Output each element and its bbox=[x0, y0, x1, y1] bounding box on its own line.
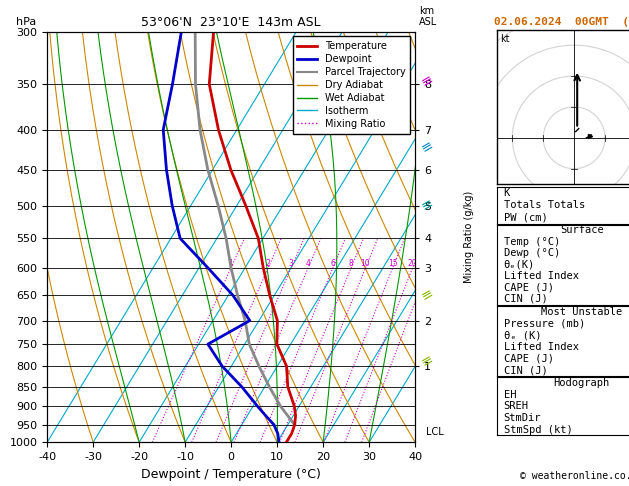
Text: 20: 20 bbox=[408, 259, 417, 268]
Text: 2: 2 bbox=[265, 259, 270, 268]
Text: Lifted Index: Lifted Index bbox=[504, 342, 579, 352]
Text: Dewp (°C): Dewp (°C) bbox=[504, 248, 560, 258]
Text: 15: 15 bbox=[388, 259, 398, 268]
Text: 6: 6 bbox=[330, 259, 335, 268]
Text: CAPE (J): CAPE (J) bbox=[504, 353, 554, 364]
Text: Surface: Surface bbox=[560, 225, 604, 235]
Text: 10: 10 bbox=[360, 259, 370, 268]
Text: ≡: ≡ bbox=[418, 195, 435, 213]
Text: θₑ(K): θₑ(K) bbox=[504, 260, 535, 270]
Text: EH: EH bbox=[504, 390, 516, 399]
Text: kt: kt bbox=[500, 35, 510, 44]
Text: Lifted Index: Lifted Index bbox=[504, 271, 579, 281]
Text: Temp (°C): Temp (°C) bbox=[504, 237, 560, 247]
Text: StmDir: StmDir bbox=[504, 413, 541, 423]
Text: 3: 3 bbox=[289, 259, 294, 268]
Text: PW (cm): PW (cm) bbox=[504, 212, 547, 223]
Text: ≡: ≡ bbox=[418, 351, 435, 369]
Text: Hodograph: Hodograph bbox=[554, 378, 610, 388]
Legend: Temperature, Dewpoint, Parcel Trajectory, Dry Adiabat, Wet Adiabat, Isotherm, Mi: Temperature, Dewpoint, Parcel Trajectory… bbox=[292, 36, 410, 134]
Text: © weatheronline.co.uk: © weatheronline.co.uk bbox=[520, 471, 629, 481]
Text: ≡: ≡ bbox=[418, 285, 435, 303]
Text: Totals Totals: Totals Totals bbox=[504, 200, 585, 210]
Text: hPa: hPa bbox=[16, 17, 36, 28]
X-axis label: Dewpoint / Temperature (°C): Dewpoint / Temperature (°C) bbox=[142, 468, 321, 481]
Text: ≡: ≡ bbox=[418, 72, 435, 90]
Text: 8: 8 bbox=[348, 259, 353, 268]
Title: 53°06'N  23°10'E  143m ASL: 53°06'N 23°10'E 143m ASL bbox=[142, 16, 321, 29]
Text: CAPE (J): CAPE (J) bbox=[504, 282, 554, 293]
Text: StmSpd (kt): StmSpd (kt) bbox=[504, 425, 572, 434]
Text: km
ASL: km ASL bbox=[419, 6, 437, 28]
Text: CIN (J): CIN (J) bbox=[504, 294, 547, 304]
Text: 1: 1 bbox=[228, 259, 233, 268]
Text: K: K bbox=[504, 188, 510, 198]
Text: Pressure (mb): Pressure (mb) bbox=[504, 318, 585, 329]
Text: Mixing Ratio (g/kg): Mixing Ratio (g/kg) bbox=[464, 191, 474, 283]
Text: SREH: SREH bbox=[504, 401, 529, 411]
Text: LCL: LCL bbox=[426, 427, 444, 437]
Text: CIN (J): CIN (J) bbox=[504, 365, 547, 375]
Text: Most Unstable: Most Unstable bbox=[541, 307, 623, 316]
Text: ≡: ≡ bbox=[418, 138, 435, 156]
Text: 4: 4 bbox=[306, 259, 311, 268]
Text: 02.06.2024  00GMT  (Base: 00): 02.06.2024 00GMT (Base: 00) bbox=[494, 17, 629, 27]
Text: θₑ (K): θₑ (K) bbox=[504, 330, 541, 340]
